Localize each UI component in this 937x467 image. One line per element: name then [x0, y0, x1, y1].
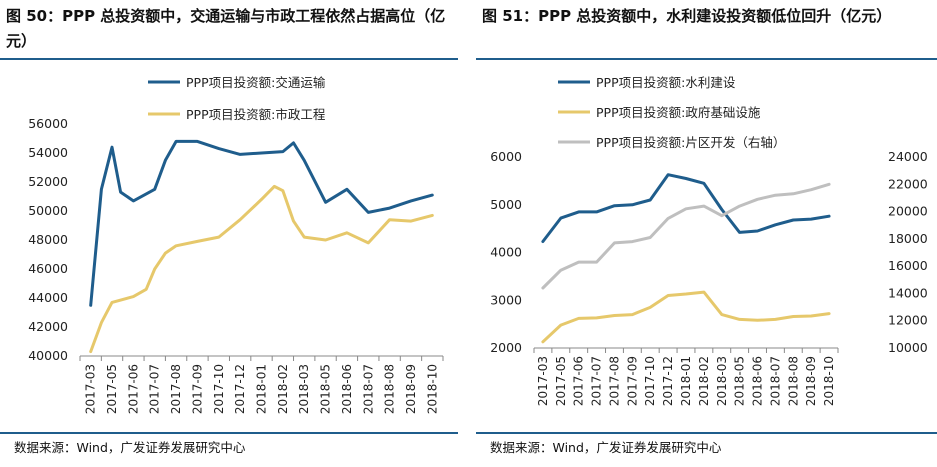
y2-tick-label: 20000 [888, 204, 928, 219]
line-chart-water-infra-district: 2000 3000 4000 5000 6000 10000 12000 14000 16000… [490, 75, 928, 406]
y2-tick-label: 18000 [888, 231, 928, 246]
x-tick-label: 2017-10 [643, 356, 657, 406]
x-tick-label: 2018-10 [822, 356, 836, 406]
y-tick-label: 5000 [490, 197, 522, 212]
y-tick-label: 3000 [490, 292, 522, 307]
series-line-2 [541, 182, 831, 290]
x-tick-label: 2017-05 [554, 356, 568, 406]
x-tick-label: 2018-09 [804, 356, 818, 406]
x-tick-label: 2017-12 [661, 356, 675, 406]
x-tick-label: 2017-03 [536, 356, 550, 406]
legend-entry: PPP项目投资额:交通运输 [186, 75, 326, 90]
x-tick-label: 2018-06 [751, 356, 765, 406]
x-tick-label: 2018-10 [425, 364, 439, 414]
x-tick-label: 2018-03 [297, 364, 311, 414]
legend-entry: PPP项目投资额:政府基础设施 [596, 105, 761, 120]
y-tick-label: 48000 [28, 232, 68, 247]
x-tick-label: 2017-10 [212, 364, 226, 414]
chart-panel-right: 图 51：PPP 总投资额中，水利建设投资额低位回升（亿元） 2000 3000 4… [476, 0, 937, 467]
title-divider [0, 58, 458, 60]
x-tick-label: 2018-01 [679, 356, 693, 406]
y2-tick-label: 24000 [888, 149, 928, 164]
chart-title: 图 50：PPP 总投资额中，交通运输与市政工程依然占据高位（亿元） [6, 7, 446, 50]
y-tick-label: 40000 [28, 348, 68, 363]
x-tick-label: 2017-06 [572, 356, 586, 406]
series-line-1 [541, 290, 831, 344]
line-chart-transport-municipal: 40000 42000 44000 46000 48000 50000 52000 54000… [28, 75, 444, 414]
x-tick-label: 2018-03 [715, 356, 729, 406]
series-line-0 [541, 173, 831, 243]
source-note: 数据来源：Wind，广发证券发展研究中心 [490, 440, 722, 455]
y-tick-label: 56000 [28, 116, 68, 131]
x-tick-label: 2017-08 [607, 356, 621, 406]
x-tick-label: 2018-08 [383, 364, 397, 414]
x-tick-label: 2018-05 [733, 356, 747, 406]
chart-title: 图 51：PPP 总投资额中，水利建设投资额低位回升（亿元） [482, 7, 892, 25]
x-tick-label: 2018-02 [697, 356, 711, 406]
x-tick-label: 2018-02 [276, 364, 290, 414]
x-tick-label: 2018-07 [361, 364, 375, 414]
source-divider [0, 432, 458, 434]
y-tick-label: 42000 [28, 319, 68, 334]
y-tick-label: 46000 [28, 261, 68, 276]
legend-entry: PPP项目投资额:水利建设 [596, 75, 736, 90]
legend-entry: PPP项目投资额:市政工程 [186, 107, 326, 122]
x-tick-label: 2017-08 [169, 364, 183, 414]
x-tick-label: 2017-09 [625, 356, 639, 406]
series-line-1 [89, 184, 434, 354]
y2-tick-label: 16000 [888, 258, 928, 273]
legend-entry: PPP项目投资额:片区开发（右轴） [596, 135, 785, 150]
x-tick-label: 2018-05 [319, 364, 333, 414]
x-tick-label: 2018-01 [255, 364, 269, 414]
x-tick-label: 2017-07 [148, 364, 162, 414]
y2-tick-label: 14000 [888, 285, 928, 300]
chart-panel-left: 图 50：PPP 总投资额中，交通运输与市政工程依然占据高位（亿元） 40000… [0, 0, 458, 467]
source-note: 数据来源：Wind，广发证券发展研究中心 [14, 440, 246, 455]
x-tick-label: 2018-08 [786, 356, 800, 406]
y-tick-label: 2000 [490, 340, 522, 355]
y-tick-label: 54000 [28, 145, 68, 160]
y2-tick-label: 22000 [888, 176, 928, 191]
x-tick-label: 2018-09 [404, 364, 418, 414]
source-divider [476, 432, 937, 434]
y2-tick-label: 10000 [888, 340, 928, 355]
x-tick-label: 2017-07 [590, 356, 604, 406]
y-tick-label: 6000 [490, 149, 522, 164]
y-tick-label: 4000 [490, 245, 522, 260]
x-tick-label: 2017-05 [105, 364, 119, 414]
x-tick-label: 2018-07 [768, 356, 782, 406]
x-tick-label: 2017-06 [126, 364, 140, 414]
y-tick-label: 44000 [28, 290, 68, 305]
y-tick-label: 50000 [28, 203, 68, 218]
title-divider [476, 58, 937, 60]
x-tick-label: 2017-12 [233, 364, 247, 414]
y2-tick-label: 12000 [888, 313, 928, 328]
y-tick-label: 52000 [28, 174, 68, 189]
series-line-0 [89, 139, 434, 307]
x-tick-label: 2018-06 [340, 364, 354, 414]
x-tick-label: 2017-03 [84, 364, 98, 414]
x-tick-label: 2017-09 [190, 364, 204, 414]
